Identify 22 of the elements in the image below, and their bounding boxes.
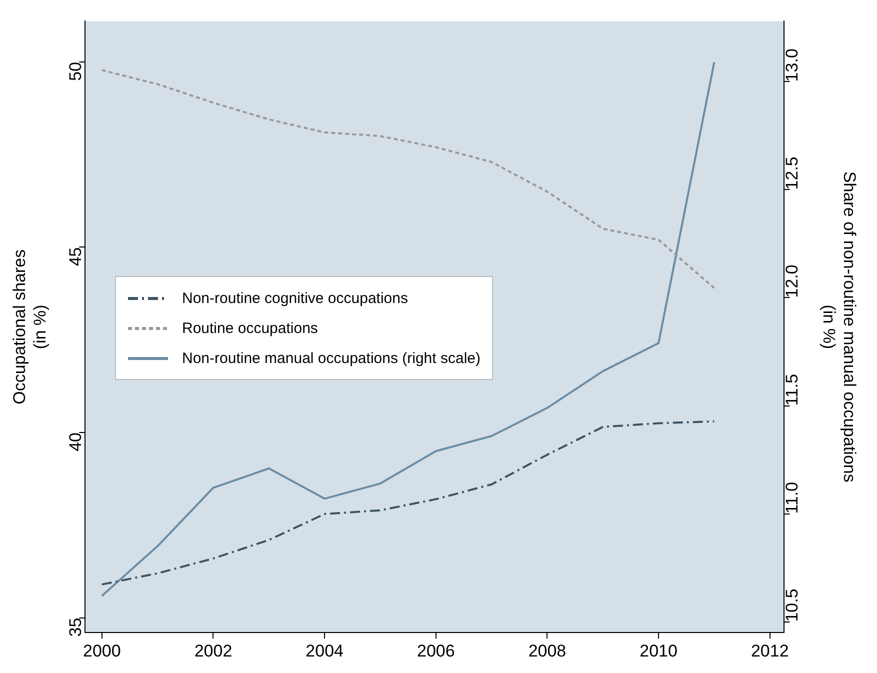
legend-label: Non-routine cognitive occupations: [182, 290, 408, 306]
y2-tick-label: 12.0: [782, 264, 802, 298]
legend-label: Routine occupations: [182, 320, 318, 336]
y-axis-title: Occupational shares (in %): [10, 249, 50, 404]
y2-tick-label: 10.5: [782, 588, 802, 622]
legend-label: Non-routine manual occupations (right scale): [182, 350, 480, 366]
x-tick-label: 2000: [82, 641, 121, 660]
x-tick-label: 2006: [416, 641, 455, 660]
y-tick-label: 40: [66, 432, 85, 452]
y-tick-label: 45: [66, 247, 85, 266]
y2-tick-label: 11.0: [782, 482, 802, 514]
y-tick-label: 35: [66, 618, 85, 637]
x-tick-label: 2010: [640, 641, 678, 660]
y2-tick-label: 13.0: [782, 48, 802, 82]
x-tick-label: 2012: [750, 641, 789, 660]
x-tick-label: 2008: [528, 641, 566, 660]
x-tick-label: 2004: [306, 641, 344, 660]
x-tick-label: 2002: [194, 641, 232, 660]
y2-tick-label: 12.5: [782, 156, 802, 190]
y2-tick-label: 11.5: [782, 374, 802, 406]
y2-axis-title: Share of non-routine manual occupations (in %): [820, 171, 860, 482]
y-tick-label: 50: [66, 62, 85, 81]
